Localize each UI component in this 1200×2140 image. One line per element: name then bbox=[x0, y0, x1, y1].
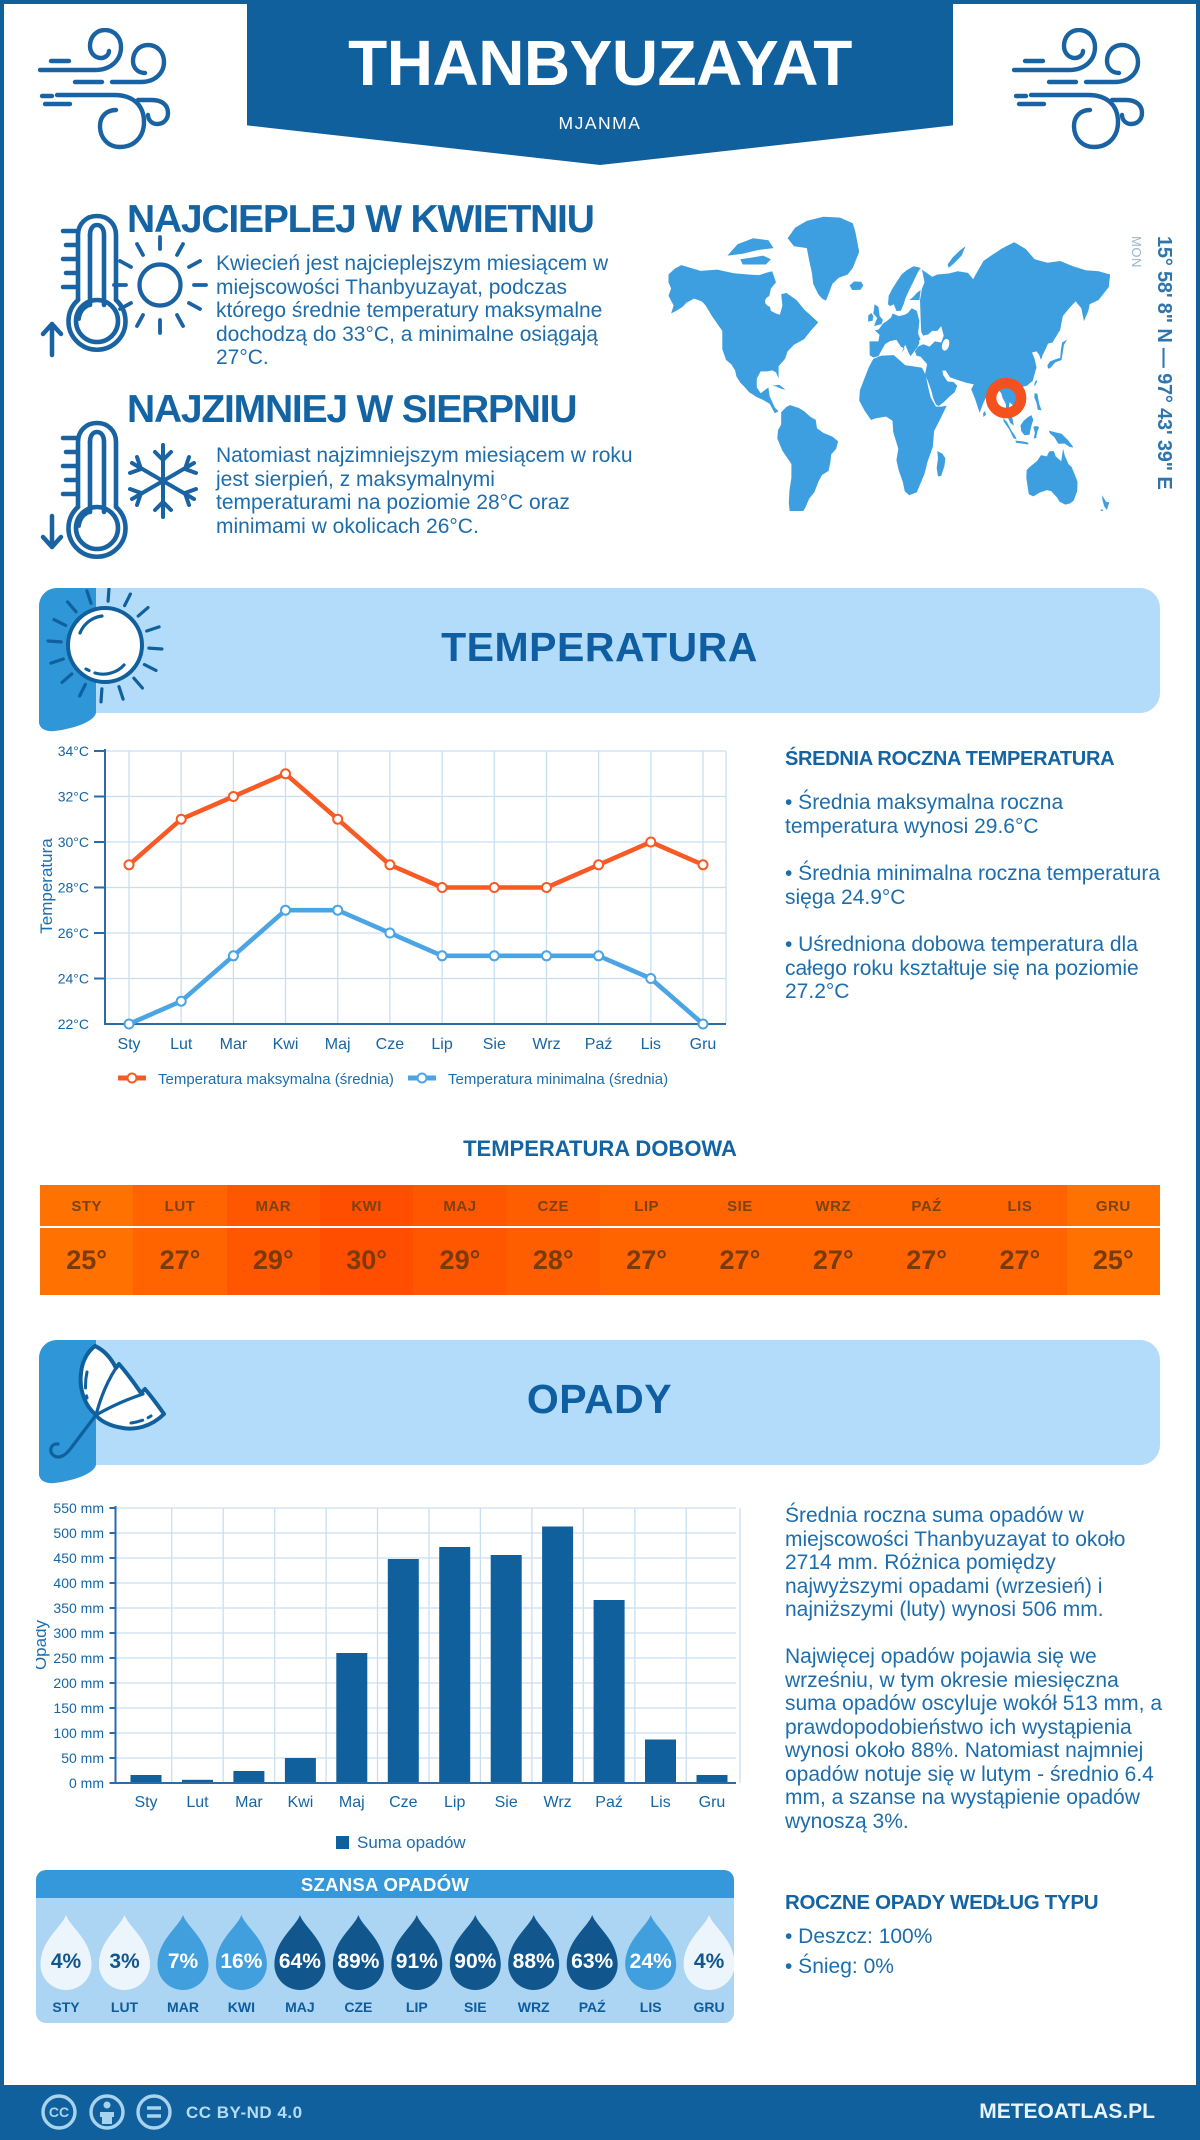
svg-text:550 mm: 550 mm bbox=[53, 1500, 104, 1516]
svg-text:0 mm: 0 mm bbox=[69, 1775, 104, 1791]
svg-text:500 mm: 500 mm bbox=[53, 1525, 104, 1541]
svg-text:32°C: 32°C bbox=[58, 789, 89, 805]
svg-text:Lip: Lip bbox=[431, 1036, 452, 1053]
svg-text:50 mm: 50 mm bbox=[61, 1750, 104, 1766]
svg-text:Sty: Sty bbox=[134, 1794, 157, 1811]
svg-text:24°C: 24°C bbox=[58, 971, 89, 987]
svg-text:400 mm: 400 mm bbox=[53, 1575, 104, 1591]
svg-text:Temperatura maksymalna (średni: Temperatura maksymalna (średnia) bbox=[158, 1071, 394, 1088]
svg-text:100 mm: 100 mm bbox=[53, 1725, 104, 1741]
svg-text:Lut: Lut bbox=[186, 1794, 209, 1811]
svg-text:Temperatura minimalna (średnia: Temperatura minimalna (średnia) bbox=[448, 1071, 668, 1088]
svg-text:Sie: Sie bbox=[495, 1794, 518, 1811]
svg-text:Suma opadów: Suma opadów bbox=[357, 1833, 466, 1852]
svg-text:Kwi: Kwi bbox=[288, 1794, 314, 1811]
svg-text:Lis: Lis bbox=[641, 1036, 661, 1053]
svg-text:250 mm: 250 mm bbox=[53, 1650, 104, 1666]
svg-text:Temperatura: Temperatura bbox=[37, 838, 56, 934]
svg-text:Opady: Opady bbox=[36, 1619, 50, 1670]
svg-text:28°C: 28°C bbox=[58, 880, 89, 896]
svg-text:Mar: Mar bbox=[220, 1036, 248, 1053]
svg-text:Paź: Paź bbox=[595, 1794, 623, 1811]
svg-text:Gru: Gru bbox=[690, 1036, 717, 1053]
svg-text:Kwi: Kwi bbox=[273, 1036, 299, 1053]
svg-text:Lip: Lip bbox=[444, 1794, 465, 1811]
svg-text:Lis: Lis bbox=[650, 1794, 670, 1811]
svg-text:Sie: Sie bbox=[483, 1036, 506, 1053]
svg-text:Maj: Maj bbox=[339, 1794, 365, 1811]
svg-text:Sty: Sty bbox=[117, 1036, 140, 1053]
svg-text:350 mm: 350 mm bbox=[53, 1600, 104, 1616]
svg-text:200 mm: 200 mm bbox=[53, 1675, 104, 1691]
svg-text:Wrz: Wrz bbox=[544, 1794, 572, 1811]
svg-text:26°C: 26°C bbox=[58, 925, 89, 941]
svg-text:CC: CC bbox=[49, 2104, 69, 2120]
svg-text:Mar: Mar bbox=[235, 1794, 263, 1811]
svg-text:300 mm: 300 mm bbox=[53, 1625, 104, 1641]
svg-text:22°C: 22°C bbox=[58, 1016, 89, 1032]
svg-text:Cze: Cze bbox=[389, 1794, 418, 1811]
svg-text:Cze: Cze bbox=[376, 1036, 405, 1053]
svg-text:30°C: 30°C bbox=[58, 834, 89, 850]
svg-text:Wrz: Wrz bbox=[532, 1036, 560, 1053]
svg-text:Gru: Gru bbox=[699, 1794, 726, 1811]
svg-text:Lut: Lut bbox=[170, 1036, 193, 1053]
svg-text:34°C: 34°C bbox=[58, 743, 89, 759]
svg-text:Paź: Paź bbox=[585, 1036, 613, 1053]
svg-text:150 mm: 150 mm bbox=[53, 1700, 104, 1716]
svg-text:450 mm: 450 mm bbox=[53, 1550, 104, 1566]
svg-text:Maj: Maj bbox=[325, 1036, 351, 1053]
